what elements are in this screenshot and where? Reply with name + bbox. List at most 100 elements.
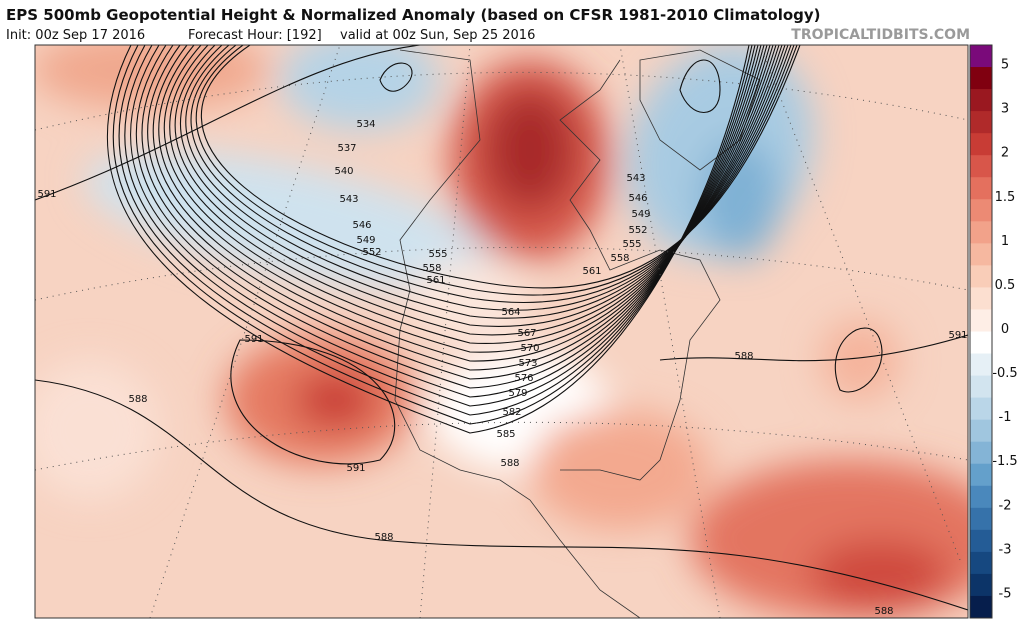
colorbar-label: 3: [1001, 102, 1009, 117]
contour-label: 555: [428, 249, 447, 260]
contour-label: 549: [631, 209, 650, 220]
contour-label: 567: [517, 328, 536, 339]
forecast-hour: Forecast Hour: [192]: [188, 28, 322, 43]
contour-line: [118, 45, 756, 416]
colorbar-label: 0: [1001, 322, 1009, 337]
contour-line: [200, 45, 801, 289]
colorbar-swatch: [970, 133, 992, 156]
colorbar-swatch: [970, 463, 992, 487]
map-frame: [34, 44, 969, 619]
contour-label: 540: [334, 166, 353, 177]
contour-line: [230, 339, 396, 465]
colorbar-swatch: [970, 397, 992, 421]
contour-label: 588: [500, 458, 519, 469]
coastline: [394, 49, 721, 618]
contour-line: [174, 45, 786, 327]
contour-line: [163, 45, 780, 344]
contour-label: 588: [128, 394, 147, 405]
colorbar-swatch: [970, 221, 992, 244]
map-title: EPS 500mb Geopotential Height & Normaliz…: [6, 6, 821, 24]
contour-line: [106, 45, 750, 434]
colorbar-swatch: [970, 243, 992, 266]
colorbar-label: -1: [999, 410, 1012, 425]
colorbar-swatch: [970, 199, 992, 222]
colorbar-swatch: [970, 551, 992, 575]
contour-line: [141, 45, 768, 380]
contour-line: [679, 59, 721, 114]
colorbar-label: -1.5: [992, 454, 1017, 469]
contour-line: [379, 62, 413, 92]
colorbar-swatch: [970, 45, 992, 68]
contour-line: [130, 45, 762, 398]
contour-label: 588: [874, 606, 893, 617]
contour-line: [659, 334, 968, 362]
source-watermark: TROPICALTIDBITS.COM: [791, 27, 970, 43]
colorbar-swatch: [970, 89, 992, 112]
contour-label: 591: [346, 463, 365, 474]
contour-line: [834, 327, 883, 393]
colorbar-label: -5: [999, 586, 1012, 601]
contour-label: 582: [502, 407, 521, 418]
contour-line: [135, 45, 765, 389]
colorbar-swatch: [970, 419, 992, 443]
colorbar-label: 5: [1001, 58, 1009, 73]
contour-line: [35, 379, 968, 611]
valid-time: valid at 00z Sun, Sep 25 2016: [340, 28, 535, 43]
contour-label: 591: [244, 334, 263, 345]
contour-label: 591: [948, 330, 967, 341]
contour-line: [124, 45, 759, 407]
contour-label: 546: [628, 193, 647, 204]
contour-label: 564: [501, 307, 520, 318]
contour-label: 576: [514, 373, 533, 384]
contour-label: 570: [520, 343, 539, 354]
contour-label: 537: [337, 143, 356, 154]
colorbar-swatch: [970, 331, 992, 355]
colorbar-swatch: [970, 177, 992, 200]
colorbar-swatch: [970, 375, 992, 399]
colorbar-swatch: [970, 67, 992, 90]
contour-label: 546: [352, 220, 371, 231]
colorbar-swatch: [970, 529, 992, 553]
colorbar-swatch: [970, 287, 992, 310]
contour-label: 591: [37, 189, 56, 200]
colorbar-frame: [969, 44, 993, 619]
colorbar-swatch: [970, 111, 992, 134]
colorbar-swatch: [970, 309, 992, 332]
contour-line: [195, 45, 798, 296]
contour-label: 555: [622, 239, 641, 250]
colorbar-label: -3: [999, 542, 1012, 557]
contour-line: [158, 45, 777, 353]
contour-line: [190, 45, 795, 304]
colorbar-swatch: [970, 441, 992, 465]
contour-line: [35, 45, 421, 201]
colorbar: 5 3 2 1.5 1 0.5 0 -0.5 -1 -1.5 -2 -3 -5: [969, 44, 1018, 619]
contour-line: [147, 45, 771, 371]
contour-line: [112, 45, 753, 425]
contour-label: 585: [496, 429, 515, 440]
contour-label: 552: [362, 247, 381, 258]
colorbar-label: 1.5: [995, 190, 1016, 205]
contour-line: [180, 45, 789, 319]
contour-label: 543: [339, 194, 358, 205]
contour-line: [169, 45, 783, 336]
contour-label: 552: [628, 225, 647, 236]
contour-label: 579: [508, 388, 527, 399]
colorbar-label: 0.5: [995, 278, 1016, 293]
contour-label: 573: [518, 358, 537, 369]
colorbar-swatch: [970, 155, 992, 178]
contour-label: 561: [426, 275, 445, 286]
colorbar-label: -2: [999, 498, 1012, 513]
colorbar-label: -0.5: [992, 366, 1017, 381]
colorbar-label: 2: [1001, 146, 1009, 161]
graticule: [35, 45, 968, 618]
colorbar-swatch: [970, 265, 992, 288]
contour-label: 549: [356, 235, 375, 246]
init-time: Init: 00z Sep 17 2016: [6, 28, 145, 43]
colorbar-swatch: [970, 595, 992, 619]
contour-line: [185, 45, 792, 311]
colorbar-swatch: [970, 507, 992, 531]
colorbar-label: 1: [1001, 234, 1009, 249]
